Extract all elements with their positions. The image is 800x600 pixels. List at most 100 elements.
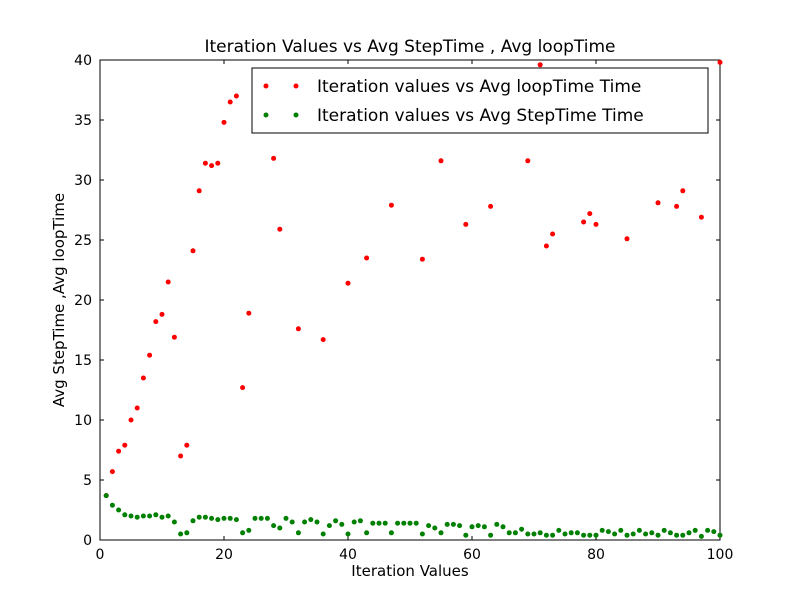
looptime-point [178,453,184,459]
steptime-point [246,527,252,533]
looptime-point [109,469,115,475]
steptime-point [630,531,636,537]
looptime-point [525,158,531,164]
steptime-point [612,531,618,537]
steptime-point [512,530,518,536]
looptime-point [680,188,686,194]
steptime-point [481,524,487,530]
steptime-point [562,531,568,537]
steptime-point [252,515,258,521]
steptime-point [680,532,686,538]
steptime-point [444,521,450,527]
looptime-point [209,163,215,169]
steptime-point [450,521,456,527]
looptime-point [537,62,543,68]
steptime-point [364,530,370,536]
steptime-point [581,532,587,538]
steptime-point [153,512,159,518]
steptime-point [494,521,500,527]
x-tick-label: 100 [707,547,734,563]
legend-marker-steptime [293,112,299,118]
steptime-point [370,520,376,526]
steptime-point [202,514,208,520]
steptime-point [184,530,190,536]
steptime-point [543,532,549,538]
steptime-point [271,523,277,529]
looptime-point [271,155,277,161]
looptime-point [655,200,661,206]
looptime-point [159,311,165,317]
looptime-point [196,188,202,194]
x-tick-label: 80 [587,547,605,563]
legend-marker-steptime [263,112,269,118]
steptime-point [165,513,171,519]
steptime-point [283,515,289,521]
looptime-point [488,203,494,209]
steptime-point [525,531,531,537]
looptime-point [581,219,587,225]
legend-marker-looptime [263,83,269,89]
x-tick-label: 20 [215,547,233,563]
looptime-point [438,158,444,164]
steptime-point [308,517,314,523]
steptime-point [574,530,580,536]
steptime-point [618,527,624,533]
steptime-point [624,532,630,538]
steptime-point [326,523,332,529]
series-steptime [103,493,723,539]
steptime-point [475,523,481,529]
steptime-point [537,530,543,536]
steptime-point [568,530,574,536]
steptime-point [209,515,215,521]
steptime-point [419,531,425,537]
steptime-point [717,532,723,538]
y-tick-label: 30 [74,173,92,189]
looptime-point [221,119,227,125]
steptime-point [593,532,599,538]
steptime-point [519,526,525,532]
steptime-point [221,515,227,521]
steptime-point [643,531,649,537]
steptime-point [432,525,438,531]
x-axis-label: Iteration Values [351,562,469,580]
looptime-point [624,236,630,242]
steptime-point [488,532,494,538]
steptime-point [426,523,432,529]
y-axis-label: Avg StepTime ,Avg loopTime [50,193,68,407]
steptime-point [215,517,221,523]
looptime-point [171,334,177,340]
plot-area [99,59,721,541]
looptime-point [320,337,326,343]
legend-box [251,67,709,134]
looptime-point [388,202,394,208]
steptime-point [587,532,593,538]
steptime-point [103,493,109,499]
steptime-point [382,520,388,526]
legend-label-looptime: Iteration values vs Avg loopTime Time [317,77,641,97]
steptime-point [196,514,202,520]
steptime-point [314,519,320,525]
steptime-point [556,527,562,533]
looptime-point [345,280,351,286]
steptime-point [531,531,537,537]
steptime-point [686,530,692,536]
looptime-point [134,405,140,411]
looptime-point [215,160,221,166]
looptime-point [227,99,233,105]
steptime-point [655,532,661,538]
x-tick-label: 60 [463,547,481,563]
steptime-point [463,532,469,538]
looptime-point [543,243,549,249]
steptime-point [233,517,239,523]
looptime-point [190,248,196,254]
steptime-point [122,512,128,518]
steptime-point [339,521,345,527]
steptime-point [302,519,308,525]
steptime-point [388,530,394,536]
looptime-point [165,279,171,285]
steptime-point [116,507,122,513]
legend-marker-looptime [293,83,299,89]
looptime-point [240,385,246,391]
looptime-point [140,375,146,381]
